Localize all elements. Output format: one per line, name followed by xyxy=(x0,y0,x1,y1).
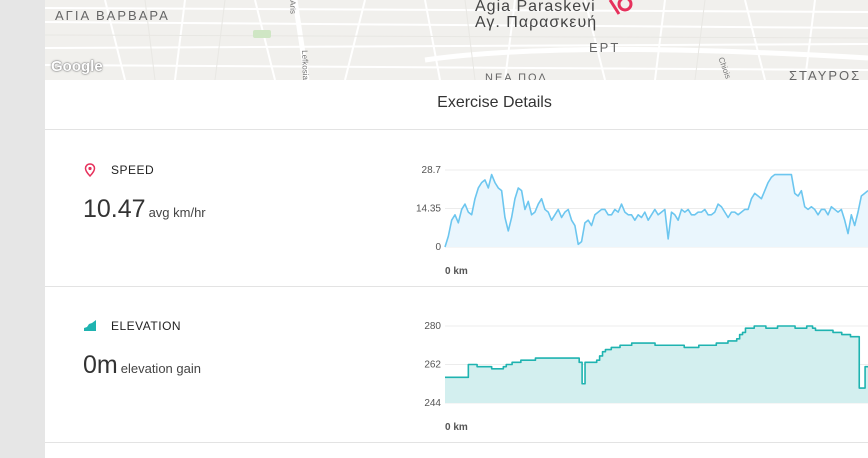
speed-x-label: 0 km xyxy=(445,266,468,277)
map-label-stavros: ΣΤΑΥΡΟΣ xyxy=(789,68,862,80)
elevation-section: ELEVATION 0 m elevation gain 280 262 244 0 … xyxy=(45,287,868,443)
elevation-chart-svg: 280 262 244 0 km xyxy=(424,321,868,433)
elevation-y-tick: 244 xyxy=(424,398,441,409)
speed-value-row: 10.47 avg km/hr xyxy=(83,195,206,224)
elevation-unit: elevation gain xyxy=(120,361,201,376)
map-place-greek: Αγ. Παρασκευή xyxy=(475,14,598,31)
elevation-chart[interactable]: 280 262 244 0 km xyxy=(355,317,868,443)
page-title: Exercise Details xyxy=(437,93,552,111)
map-label-agia-varvara: ΑΓΙΑ ΒΑΡΒΑΡΑ xyxy=(55,8,170,23)
speed-label: SPEED xyxy=(111,163,155,177)
map-streets xyxy=(45,0,868,80)
speed-section: SPEED 10.47 avg km/hr 28.7 14.35 0 0 km xyxy=(45,131,868,287)
elevation-y-tick: 280 xyxy=(424,321,441,332)
map-route-marker xyxy=(608,0,633,15)
elevation-y-tick: 262 xyxy=(424,360,441,371)
speed-series-line xyxy=(444,173,868,248)
map-street-aris: Aris xyxy=(288,0,298,15)
elevation-unit-m: m xyxy=(96,351,118,379)
elevation-value: 0 xyxy=(83,351,97,379)
speed-heading: SPEED xyxy=(83,163,155,178)
elevation-x-label: 0 km xyxy=(445,422,468,433)
elevation-label: ELEVATION xyxy=(111,319,182,333)
speed-y-tick: 28.7 xyxy=(422,165,442,176)
location-pin-icon xyxy=(83,163,97,178)
speed-y-tick: 0 xyxy=(435,242,441,253)
speed-y-tick: 14.35 xyxy=(416,204,441,215)
details-header: Exercise Details xyxy=(45,80,868,130)
route-map[interactable]: ΑΓΙΑ ΒΑΡΒΑΡΑ ΕΡΤ ΣΤΑΥΡΟΣ ΝΕΑ ΠΟΛ Agia Pa… xyxy=(45,0,868,80)
elevation-icon xyxy=(83,319,97,333)
map-street-lefkosias: Lefkosias xyxy=(300,50,311,80)
elevation-series-line xyxy=(445,325,868,389)
elevation-area xyxy=(445,326,868,403)
speed-value: 10.47 xyxy=(83,195,146,223)
left-gutter xyxy=(0,0,45,458)
speed-area xyxy=(445,174,868,247)
google-attribution[interactable]: Google xyxy=(51,58,103,75)
map-label-nea-pol: ΝΕΑ ΠΟΛ xyxy=(485,72,548,80)
elevation-value-row: 0 m elevation gain xyxy=(83,351,201,380)
exercise-panel: ΑΓΙΑ ΒΑΡΒΑΡΑ ΕΡΤ ΣΤΑΥΡΟΣ ΝΕΑ ΠΟΛ Agia Pa… xyxy=(45,0,868,458)
map-place-latin: Agia Paraskevi xyxy=(475,0,596,15)
elevation-heading: ELEVATION xyxy=(83,319,181,333)
map-label-ert: ΕΡΤ xyxy=(589,40,621,55)
speed-chart-svg: 28.7 14.35 0 0 km xyxy=(416,165,868,277)
speed-unit: avg km/hr xyxy=(148,205,206,220)
speed-chart[interactable]: 28.7 14.35 0 0 km xyxy=(355,161,868,287)
